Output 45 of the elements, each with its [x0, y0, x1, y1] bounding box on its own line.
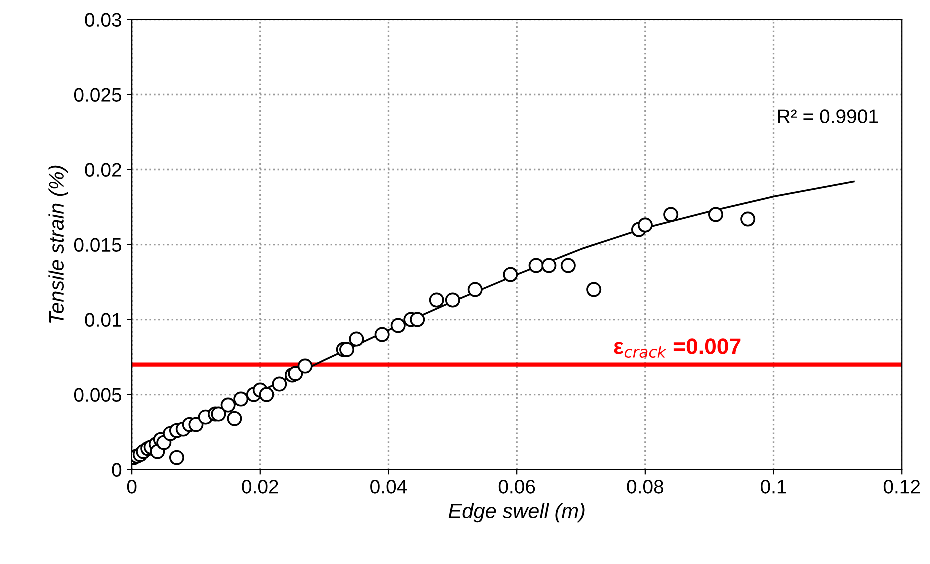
point — [410, 312, 426, 328]
point — [188, 417, 204, 432]
point — [638, 218, 653, 233]
x-axis-title: Edge swell (m) — [448, 503, 585, 523]
point — [429, 292, 444, 308]
point — [390, 318, 406, 334]
point — [560, 258, 576, 274]
point — [298, 358, 313, 374]
y-axis-title: Tensile strain (%) — [48, 166, 68, 323]
x-tick-label: 0.04 — [370, 480, 408, 494]
annotation: R² = 0.9901 — [778, 110, 878, 124]
point — [340, 342, 355, 358]
point — [708, 207, 724, 222]
x-tick-label: 0 — [127, 480, 137, 494]
y-tick-label: 0.015 — [74, 238, 122, 252]
point — [528, 258, 544, 274]
ref-line-label: ε$_{crack}$ =0.007 — [614, 338, 741, 358]
x-tick-label: 0.08 — [627, 480, 664, 494]
point — [445, 292, 460, 308]
y-tick-label: 0.025 — [74, 88, 122, 102]
point — [468, 282, 483, 298]
x-tick-label: 0.12 — [884, 480, 920, 494]
point — [234, 392, 249, 407]
point — [503, 267, 518, 282]
y-tick-label: 0.01 — [85, 313, 122, 328]
point — [272, 376, 288, 392]
point — [259, 387, 274, 402]
point — [542, 258, 557, 274]
point — [586, 282, 602, 298]
point — [349, 332, 364, 347]
point — [288, 366, 304, 382]
y-tick-label: 0.005 — [74, 388, 122, 402]
point — [374, 327, 390, 342]
x-tick-label: 0.06 — [498, 480, 536, 494]
y-tick-label: 0.03 — [85, 13, 122, 27]
y-tick-label: 0.02 — [85, 163, 122, 177]
point — [227, 411, 242, 426]
y-tick-label: 0 — [112, 463, 122, 478]
point — [211, 406, 226, 422]
x-tick-label: 0.1 — [761, 480, 786, 494]
point — [740, 212, 756, 227]
point — [220, 398, 236, 413]
point — [169, 450, 184, 466]
x-tick-label: 0.02 — [242, 480, 278, 494]
point — [664, 207, 679, 222]
